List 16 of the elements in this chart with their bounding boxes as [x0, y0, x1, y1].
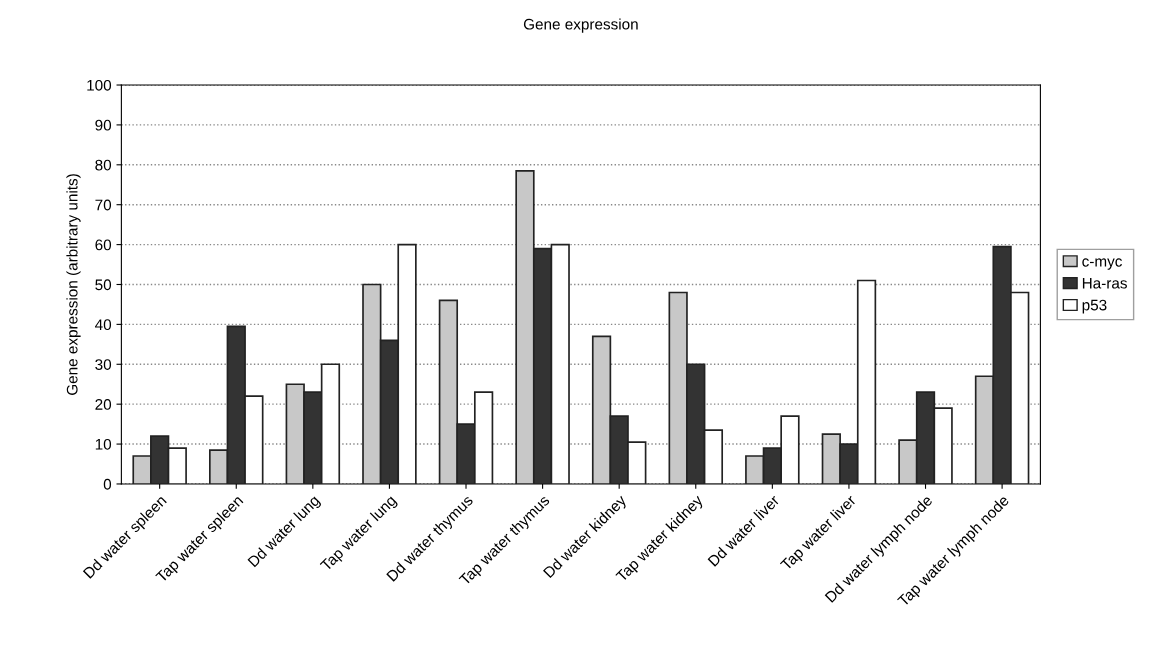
y-tick-label: 70 — [95, 199, 112, 211]
y-axis-title: Gene expression (arbitrary units) — [66, 174, 81, 395]
y-tick-label: 90 — [95, 119, 112, 131]
legend-label: c-myc — [1082, 258, 1122, 270]
y-tick-label: 60 — [95, 239, 112, 251]
y-tick-label: 30 — [95, 359, 112, 370]
legend-label: p53 — [1082, 299, 1107, 314]
y-tick-label: 80 — [95, 159, 112, 171]
legend-label: Ha-ras — [1082, 277, 1127, 289]
y-tick-label: 20 — [95, 399, 112, 410]
y-tick-label: 10 — [95, 438, 112, 450]
chart-title: Gene expression — [523, 18, 638, 33]
y-tick-label: 50 — [95, 279, 112, 291]
y-tick-label: 100 — [87, 79, 112, 91]
y-tick-label: 40 — [95, 319, 112, 331]
y-tick-label: 0 — [103, 478, 112, 490]
